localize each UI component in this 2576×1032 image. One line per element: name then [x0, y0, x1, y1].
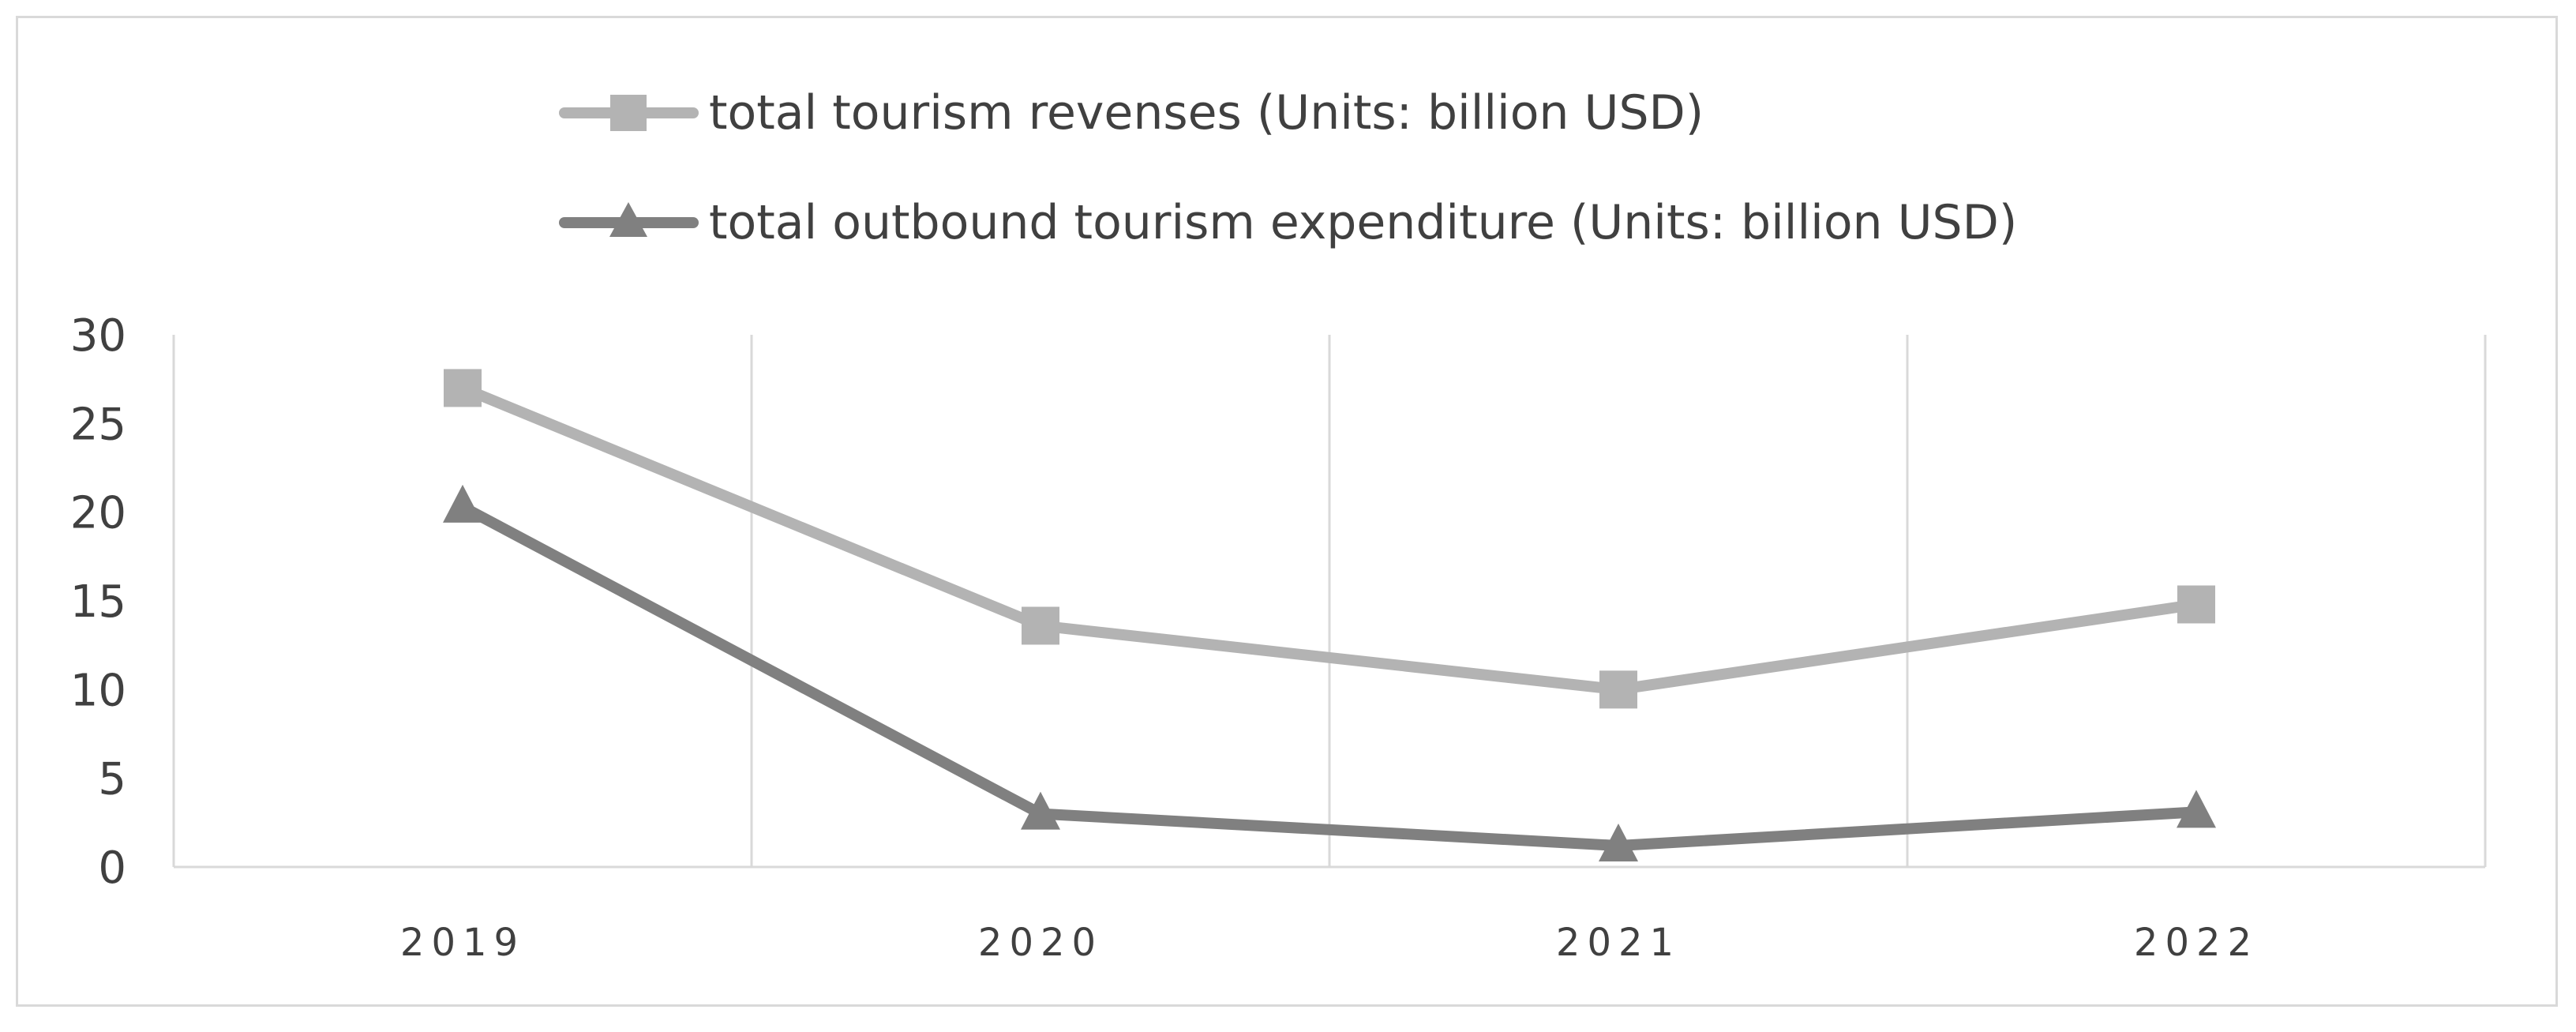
data-point-square — [1599, 670, 1637, 709]
legend-item-revenue: total tourism revenses (Units: billion U… — [559, 85, 1704, 141]
data-point-square — [2177, 585, 2215, 624]
legend-triangle-marker — [609, 202, 647, 237]
y-tick-label: 20 — [70, 488, 126, 539]
legend-label-revenue: total tourism revenses (Units: billion U… — [709, 85, 1704, 141]
data-point-triangle — [2177, 790, 2216, 828]
series-line-2 — [457, 501, 2202, 852]
y-tick-label: 15 — [70, 576, 126, 628]
data-point-triangle — [1599, 824, 1638, 862]
y-tick-label: 5 — [98, 754, 126, 805]
gridlines — [750, 335, 2487, 867]
y-tick-label: 30 — [70, 310, 126, 362]
x-tick-label: 2021 — [1556, 921, 1681, 965]
series — [443, 369, 2216, 862]
data-point-triangle — [443, 484, 482, 523]
legend-square-marker — [610, 95, 647, 131]
chart-frame — [16, 16, 2558, 1007]
legend-label-expenditure: total outbound tourism expenditure (Unit… — [709, 195, 2017, 250]
x-tick-label: 2020 — [978, 921, 1103, 965]
y-tick-label: 25 — [70, 399, 126, 450]
legend: total tourism revenses (Units: billion U… — [559, 85, 2017, 250]
data-point-square — [1022, 606, 1059, 645]
y-tick-label: 0 — [98, 842, 126, 894]
data-point-triangle — [1021, 791, 1060, 830]
x-tick-label: 2022 — [2134, 921, 2259, 965]
data-point-square — [444, 369, 482, 407]
legend-item-expenditure: total outbound tourism expenditure (Unit… — [559, 195, 2017, 250]
axes: 0 5 10 15 20 25 30 2019 2020 2021 2022 — [70, 310, 2485, 965]
series-line-1 — [457, 382, 2202, 696]
x-tick-label: 2019 — [400, 921, 525, 965]
y-tick-label: 10 — [70, 665, 126, 716]
